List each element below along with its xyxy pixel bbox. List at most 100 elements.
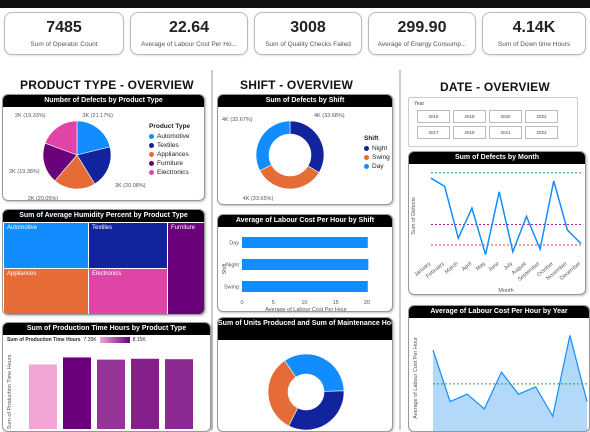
data-label: 2K (19.33%) xyxy=(15,113,46,119)
chart-defects-by-month[interactable]: Sum of Defects by Month Sum of Defects Ja… xyxy=(408,151,586,295)
area-chart: Average of Labour Cost Per Hour xyxy=(413,335,588,431)
kpi-operator-count[interactable]: 7485 Sum of Operator Count xyxy=(4,12,124,55)
bar xyxy=(165,359,193,429)
chart-defects-by-shift[interactable]: Sum of Defects by Shift 4K (33.68%) 4K (3… xyxy=(217,94,393,205)
legend-swatch xyxy=(149,152,154,157)
year-option[interactable]: 2021 xyxy=(489,126,522,139)
treemap-cell-automotive[interactable]: Automotive xyxy=(4,223,88,268)
donut-slice xyxy=(289,120,325,174)
chart-units-maintenance[interactable]: Sum of Units Produced and Sum of Mainten… xyxy=(217,317,393,432)
data-label: 2K (19.38%) xyxy=(9,169,40,175)
gradient-legend: Sum of Production Time Hours 7.35K 8.15K xyxy=(7,337,146,343)
chart-labour-by-shift[interactable]: Average of Labour Cost Per Hour by Shift… xyxy=(217,214,393,312)
data-label: 4K (32.67%) xyxy=(222,117,253,123)
category-label: Night xyxy=(226,263,239,269)
section-title-product: PRODUCT TYPE - OVERVIEW xyxy=(20,78,194,92)
donut-slice xyxy=(255,120,291,172)
treemap-cell-textiles[interactable]: Textiles xyxy=(89,223,167,268)
pie-slice xyxy=(76,120,111,156)
chart-title: Sum of Average Humidity Percent by Produ… xyxy=(3,210,204,222)
axis-title: Month xyxy=(498,288,513,294)
chart-legend: Shift Night Swing Day xyxy=(364,135,390,172)
axis-title: Sum of Production Time Hours xyxy=(7,354,13,429)
top-banner xyxy=(0,0,590,8)
legend-item[interactable]: Electronics xyxy=(149,169,190,176)
treemap-label: Textiles xyxy=(92,225,113,231)
kpi-downtime[interactable]: 4.14K Sum of Down time Hours xyxy=(482,12,586,55)
legend-item[interactable]: Day xyxy=(364,163,390,170)
legend-label: Furniture xyxy=(157,160,184,167)
chart-humidity-treemap[interactable]: Sum of Average Humidity Percent by Produ… xyxy=(2,209,205,315)
donut-chart: 4K (33.68%) 4K (33.65%) 4K (32.67%) xyxy=(222,113,345,202)
chart-production-time[interactable]: Sum of Production Time Hours by Product … xyxy=(2,322,211,432)
legend-swatch xyxy=(149,161,154,166)
year-slicer[interactable]: Year 2016 2018 2020 2022 2017 2019 2021 2023 xyxy=(408,97,578,147)
treemap-cell-appliances[interactable]: Appliances xyxy=(4,269,88,314)
section-title-date: DATE - OVERVIEW xyxy=(440,80,550,94)
bar xyxy=(242,281,368,292)
section-title-shift: SHIFT - OVERVIEW xyxy=(240,78,353,92)
tick-label: May xyxy=(475,261,487,272)
pie-chart: 3K (21.17%) 3K (20.08%) 2K (20.05%) 2K (19.… xyxy=(9,113,146,201)
legend-item[interactable]: Textiles xyxy=(149,142,190,149)
chart-labour-by-year[interactable]: Average of Labour Cost Per Hour by Year … xyxy=(408,305,590,432)
year-option[interactable]: 2017 xyxy=(417,126,450,139)
data-label: 2K (20.05%) xyxy=(28,196,59,201)
tick-label: July xyxy=(503,261,515,272)
legend-swatch xyxy=(364,146,369,151)
legend-item[interactable]: Automotive xyxy=(149,133,190,140)
legend-label: Sum of Production Time Hours xyxy=(7,337,81,343)
data-label: 4K (33.68%) xyxy=(314,113,345,119)
year-option[interactable]: 2016 xyxy=(417,110,450,123)
bar xyxy=(242,237,368,248)
chart-title: Sum of Production Time Hours by Product … xyxy=(3,323,210,335)
bar-chart: Shift Day Night Swing 0 5 10 15 20 Average of Lab… xyxy=(222,237,370,311)
year-option[interactable]: 2019 xyxy=(453,126,486,139)
legend-item[interactable]: Night xyxy=(364,145,390,152)
divider xyxy=(211,70,213,430)
kpi-energy[interactable]: 299.90 Average of Energy Consump... xyxy=(368,12,476,55)
legend-swatch xyxy=(149,134,154,139)
tick-label: 15 xyxy=(333,300,339,306)
pie-slice xyxy=(42,142,78,182)
year-option[interactable]: 2022 xyxy=(525,110,558,123)
kpi-label: Sum of Quality Checks Failed xyxy=(265,41,351,48)
legend-label: Swing xyxy=(372,154,390,161)
legend-label: Day xyxy=(372,163,384,170)
donut-slice xyxy=(259,164,320,190)
year-option[interactable]: 2023 xyxy=(525,126,558,139)
kpi-value: 22.64 xyxy=(168,19,210,36)
legend-label: Electronics xyxy=(157,169,189,176)
treemap-cell-furniture[interactable]: Furniture xyxy=(168,223,204,314)
treemap-label: Automotive xyxy=(7,225,38,231)
legend-max: 8.15K xyxy=(132,337,146,343)
treemap-label: Furniture xyxy=(171,225,196,231)
chart-defects-by-product[interactable]: Number of Defects by Product Type 3K (21… xyxy=(2,94,205,201)
kpi-label: Sum of Down time Hours xyxy=(497,41,571,48)
category-label: Swing xyxy=(224,285,239,291)
kpi-labour-cost[interactable]: 22.64 Average of Labour Cost Per Ho... xyxy=(130,12,248,55)
legend-item[interactable]: Appliances xyxy=(149,151,190,158)
year-option[interactable]: 2020 xyxy=(489,110,522,123)
treemap-label: Appliances xyxy=(7,271,37,277)
bar xyxy=(242,259,369,270)
legend-swatch xyxy=(364,164,369,169)
year-option[interactable]: 2018 xyxy=(453,110,486,123)
legend-label: Automotive xyxy=(157,133,190,140)
legend-item[interactable]: Furniture xyxy=(149,160,190,167)
legend-swatch xyxy=(364,155,369,160)
kpi-value: 7485 xyxy=(46,19,82,36)
treemap-label: Electronics xyxy=(92,271,122,277)
kpi-value: 3008 xyxy=(290,19,326,36)
legend-label: Textiles xyxy=(157,142,179,149)
slicer-label: Year xyxy=(414,101,425,107)
chart-title: Sum of Defects by Shift xyxy=(218,95,392,107)
legend-title: Shift xyxy=(364,135,379,142)
treemap-cell-electronics[interactable]: Electronics xyxy=(89,269,167,314)
legend-item[interactable]: Swing xyxy=(364,154,390,161)
chart-title: Average of Labour Cost Per Hour by Year xyxy=(409,306,589,318)
pie-slice xyxy=(44,120,78,156)
year-grid: 2016 2018 2020 2022 2017 2019 2021 2023 xyxy=(417,110,558,139)
kpi-quality-checks[interactable]: 3008 Sum of Quality Checks Failed xyxy=(254,12,362,55)
kpi-label: Sum of Operator Count xyxy=(30,41,98,48)
